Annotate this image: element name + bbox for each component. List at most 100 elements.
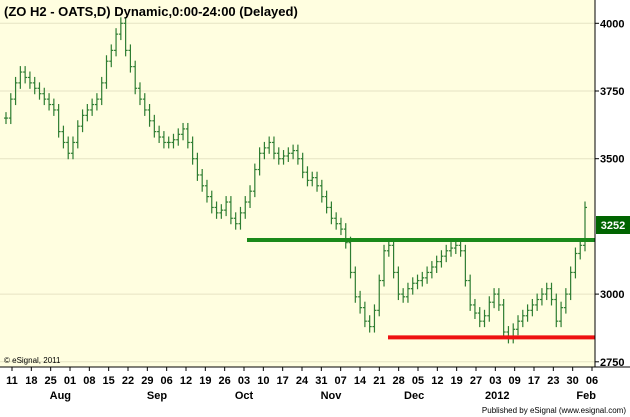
price-bars [4,17,587,344]
chart-title: (ZO H2 - OATS,D) Dynamic,0:00-24:00 (Del… [4,4,298,19]
x-tick-label: 21 [373,375,385,387]
price-bar [224,196,229,217]
last-price-badge-bg [596,216,630,234]
price-bar [525,304,530,322]
y-tick-label: 3000 [600,289,624,301]
price-bar [377,274,382,317]
last-price-badge: 3252 [596,216,630,234]
price-bar [444,244,449,263]
x-tick-label: 22 [122,375,134,387]
price-bar [319,179,324,203]
price-bar [262,141,267,160]
price-bar [257,147,262,176]
price-bar [496,288,501,311]
price-bar [468,274,473,311]
price-bar [291,144,296,160]
price-bar [458,239,463,257]
price-bar [104,55,109,89]
price-bar [396,266,401,301]
price-bar [137,82,142,106]
price-bar [559,301,564,328]
x-tick-label: 18 [25,375,37,387]
y-tick-label: 3750 [600,86,624,98]
price-bar [315,171,320,192]
price-bar [70,136,75,160]
last-price-label: 3252 [601,220,625,232]
price-bar [420,271,425,287]
price-bar [114,28,119,57]
price-bar [109,44,114,68]
price-bar [56,103,61,138]
price-bar [310,171,315,187]
price-bar [94,93,99,111]
price-bar [276,147,281,165]
x-tick-label: 17 [277,375,289,387]
price-bar [463,244,468,287]
month-labels: Aug Sep Oct Nov Dec 2012 Feb [50,390,597,402]
price-bar [13,76,18,106]
price-bar [176,128,181,146]
price-bar [8,93,13,125]
x-tick-label: 06 [586,375,598,387]
x-tick-label: 14 [354,375,367,387]
x-tick-label: 27 [470,375,482,387]
x-tick-label: 08 [83,375,95,387]
price-bar [252,163,257,198]
x-tick-label: 28 [393,375,405,387]
price-bar [449,242,454,257]
price-bar [128,44,133,73]
price-bar [80,109,85,133]
price-bar [23,66,28,84]
price-bar [32,76,37,95]
x-tick-label: 24 [296,375,309,387]
price-bar [204,179,209,203]
price-bar [142,93,147,116]
x-tick-label: 19 [451,375,463,387]
price-bar [61,125,66,149]
x-tick-label: 12 [180,375,192,387]
price-bar [487,296,492,322]
price-bar [568,266,573,301]
price-bar [334,212,339,230]
price-bar [549,282,554,306]
price-bar [195,152,200,181]
price-bar [415,274,420,290]
price-bar [492,288,497,309]
x-tick-label: 25 [45,375,57,387]
x-tick-label: 03 [238,375,250,387]
horizontal-lines [247,237,595,340]
price-bar [539,288,544,306]
price-bar [185,122,190,149]
price-bar [181,122,186,141]
price-bar [300,152,305,179]
x-axis-ticks: 11 18 25 01 08 15 22 29 06 12 19 26 03 10 17 24 31 07 14 21… [6,367,598,387]
price-bar [157,125,162,143]
x-tick-label: 31 [315,375,327,387]
x-tick-label: 29 [141,375,153,387]
x-tick-label: 17 [528,375,540,387]
price-bar [118,17,123,41]
price-bar [563,288,568,314]
y-tick-label: 3500 [600,154,624,166]
x-tick-label: 03 [489,375,501,387]
price-bar [286,147,291,162]
price-bar [166,136,171,149]
price-bar [516,315,521,336]
price-bar [372,304,377,333]
x-tick-label: 15 [103,375,115,387]
price-bar [343,223,348,249]
x-tick-label: 09 [509,375,521,387]
month-label: Oct [235,390,254,402]
price-bar [37,82,42,100]
price-bar [152,114,157,138]
price-bar [161,131,166,149]
month-label: Dec [404,390,424,402]
price-bar [90,98,95,116]
price-bar [338,217,343,236]
price-bar [348,236,353,279]
price-bar [133,60,138,95]
price-bar [425,266,430,284]
price-bar [535,293,540,311]
